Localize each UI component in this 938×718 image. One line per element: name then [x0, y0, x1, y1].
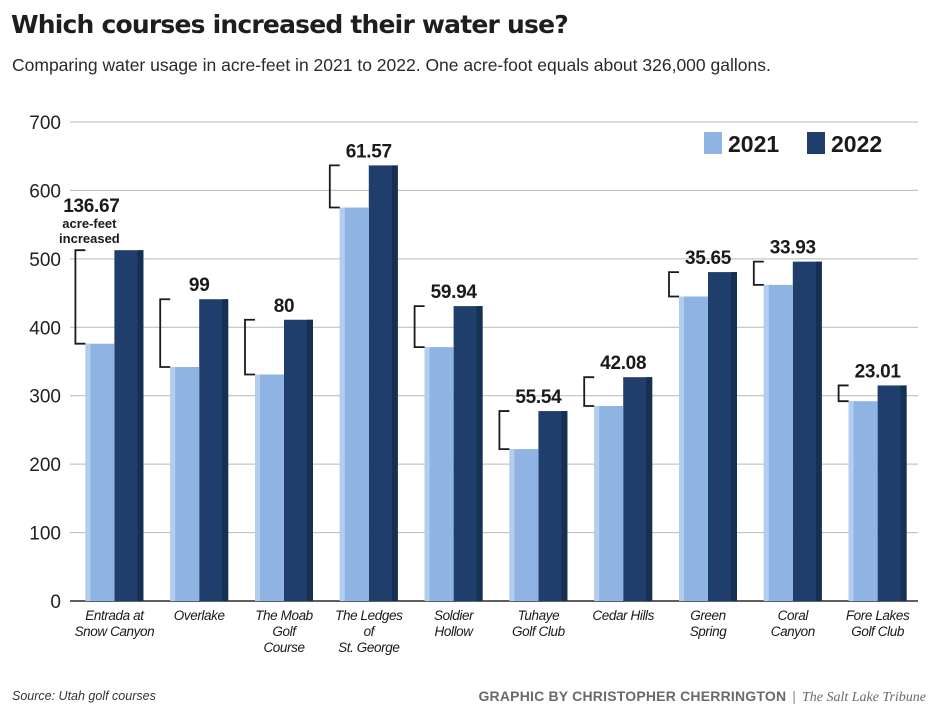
bar-2022-edge [731, 272, 737, 601]
y-tick-label: 500 [29, 250, 61, 271]
bar-2022-edge [900, 385, 907, 601]
legend-swatch [807, 132, 825, 154]
credit-byline: GRAPHIC BY CHRISTOPHER CHERRINGTON [478, 688, 787, 704]
source-note: Source: Utah golf courses [12, 689, 156, 703]
bar-2022-edge [561, 411, 568, 601]
bar-2021-edge [339, 207, 345, 602]
bar-2021-edge [509, 449, 515, 601]
bar-2022-edge [222, 299, 229, 601]
legend-swatch [704, 132, 722, 154]
category-label-line: Golf Club [851, 624, 905, 639]
category-label-line: Course [263, 640, 304, 655]
bar-2021-edge [85, 343, 91, 601]
increase-bracket [583, 376, 595, 407]
credit-separator: | [792, 688, 796, 704]
bar-2021-edge [255, 374, 260, 601]
credit-line: GRAPHIC BY CHRISTOPHER CHERRINGTON | The S… [478, 688, 926, 706]
category-label-line: St. George [338, 640, 399, 655]
category-label-line: Entrada at [85, 608, 145, 623]
credit-publication: The Salt Lake Tribune [801, 690, 926, 705]
category-label: The Ledges of St. George [335, 608, 403, 655]
category-label: Fore Lakes Golf Club [846, 608, 910, 639]
increase-bracket [328, 164, 340, 209]
category-label-line: Cedar Hills [592, 608, 654, 623]
y-tick-label: 100 [29, 524, 61, 545]
bar-2022-edge [307, 319, 313, 601]
increase-label: 35.65 [685, 248, 732, 269]
bar-2022-edge [815, 261, 822, 601]
category-label: Overlake [174, 608, 225, 623]
category-label-line: Spring [690, 624, 728, 639]
category-label-line: Tuhaye [518, 608, 560, 623]
y-tick-label: 400 [29, 318, 61, 339]
y-tick-label: 700 [29, 113, 61, 134]
category-label-line: Snow Canyon [75, 624, 155, 639]
category-label-line: The Ledges [335, 608, 403, 623]
increase-bracket [159, 298, 171, 368]
y-axis-ticks: 0 100 200 300 400 500 600 700 [29, 113, 61, 613]
increase-label: 55.54 [515, 387, 562, 408]
y-tick-label: 200 [29, 455, 61, 476]
category-label-line: Soldier [434, 608, 474, 623]
bar-2021-edge [594, 405, 600, 601]
bar-2021-edge [424, 347, 430, 601]
y-tick-label: 300 [29, 387, 61, 408]
bars [85, 165, 907, 602]
category-label-line: Overlake [174, 608, 225, 623]
category-label-line: Canyon [771, 624, 815, 639]
category-label: Entrada at Snow Canyon [75, 608, 155, 639]
bar-2022-edge [391, 165, 398, 601]
bar-2021-edge [763, 284, 769, 601]
category-label: Cedar Hills [592, 608, 654, 623]
increase-label: 61.57 [346, 141, 392, 162]
increase-label: 80 [274, 296, 295, 317]
category-label: Tuhaye Golf Club [512, 608, 566, 639]
bar-2021-edge [679, 296, 684, 601]
increase-bracket [244, 318, 255, 376]
category-label-line: Golf [272, 624, 297, 639]
category-label-line: Hollow [435, 624, 475, 639]
category-label: Coral Canyon [771, 608, 815, 639]
increase-bracket [498, 410, 510, 450]
chart-title: Which courses increased their water use? [11, 10, 569, 39]
increase-label: 23.01 [855, 361, 902, 382]
legend-label: 2022 [831, 131, 882, 157]
y-tick-label: 600 [29, 181, 61, 202]
increase-bracket [837, 384, 849, 403]
category-label-line: Fore Lakes [846, 608, 910, 623]
category-label: Soldier Hollow [434, 608, 474, 639]
increase-label: 99 [189, 275, 210, 296]
chart-subtitle: Comparing water usage in acre-feet in 20… [12, 55, 771, 75]
annotation-line: increased [59, 231, 120, 246]
legend: 2021 2022 [704, 131, 882, 157]
increase-brackets [74, 164, 849, 450]
bar-2022-edge [476, 306, 483, 601]
category-label-line: Coral [778, 608, 810, 623]
category-label-line: The Moab [255, 608, 313, 623]
category-label-line: Golf Club [512, 624, 566, 639]
bar-2021-edge [170, 366, 176, 601]
bar-2022-edge [646, 377, 653, 601]
increase-bracket [413, 305, 425, 349]
bar-2021-edge [848, 401, 854, 601]
increase-label: 33.93 [770, 238, 816, 259]
y-tick-label: 0 [50, 592, 61, 613]
increase-bracket [752, 260, 764, 286]
bar-2022-edge [137, 250, 144, 601]
category-label-line: Green [690, 608, 726, 623]
increase-bracket [668, 271, 679, 298]
legend-label: 2021 [728, 131, 779, 157]
increase-label: 42.08 [600, 353, 646, 374]
category-label: Green Spring [690, 608, 728, 639]
category-label-line: of [364, 624, 376, 639]
increase-label: 136.67 [63, 196, 119, 217]
increase-label: 59.94 [431, 282, 478, 303]
category-label: The Moab Golf Course [255, 608, 313, 655]
annotation-line: acre-feet [62, 216, 117, 231]
increase-bracket [74, 249, 86, 345]
